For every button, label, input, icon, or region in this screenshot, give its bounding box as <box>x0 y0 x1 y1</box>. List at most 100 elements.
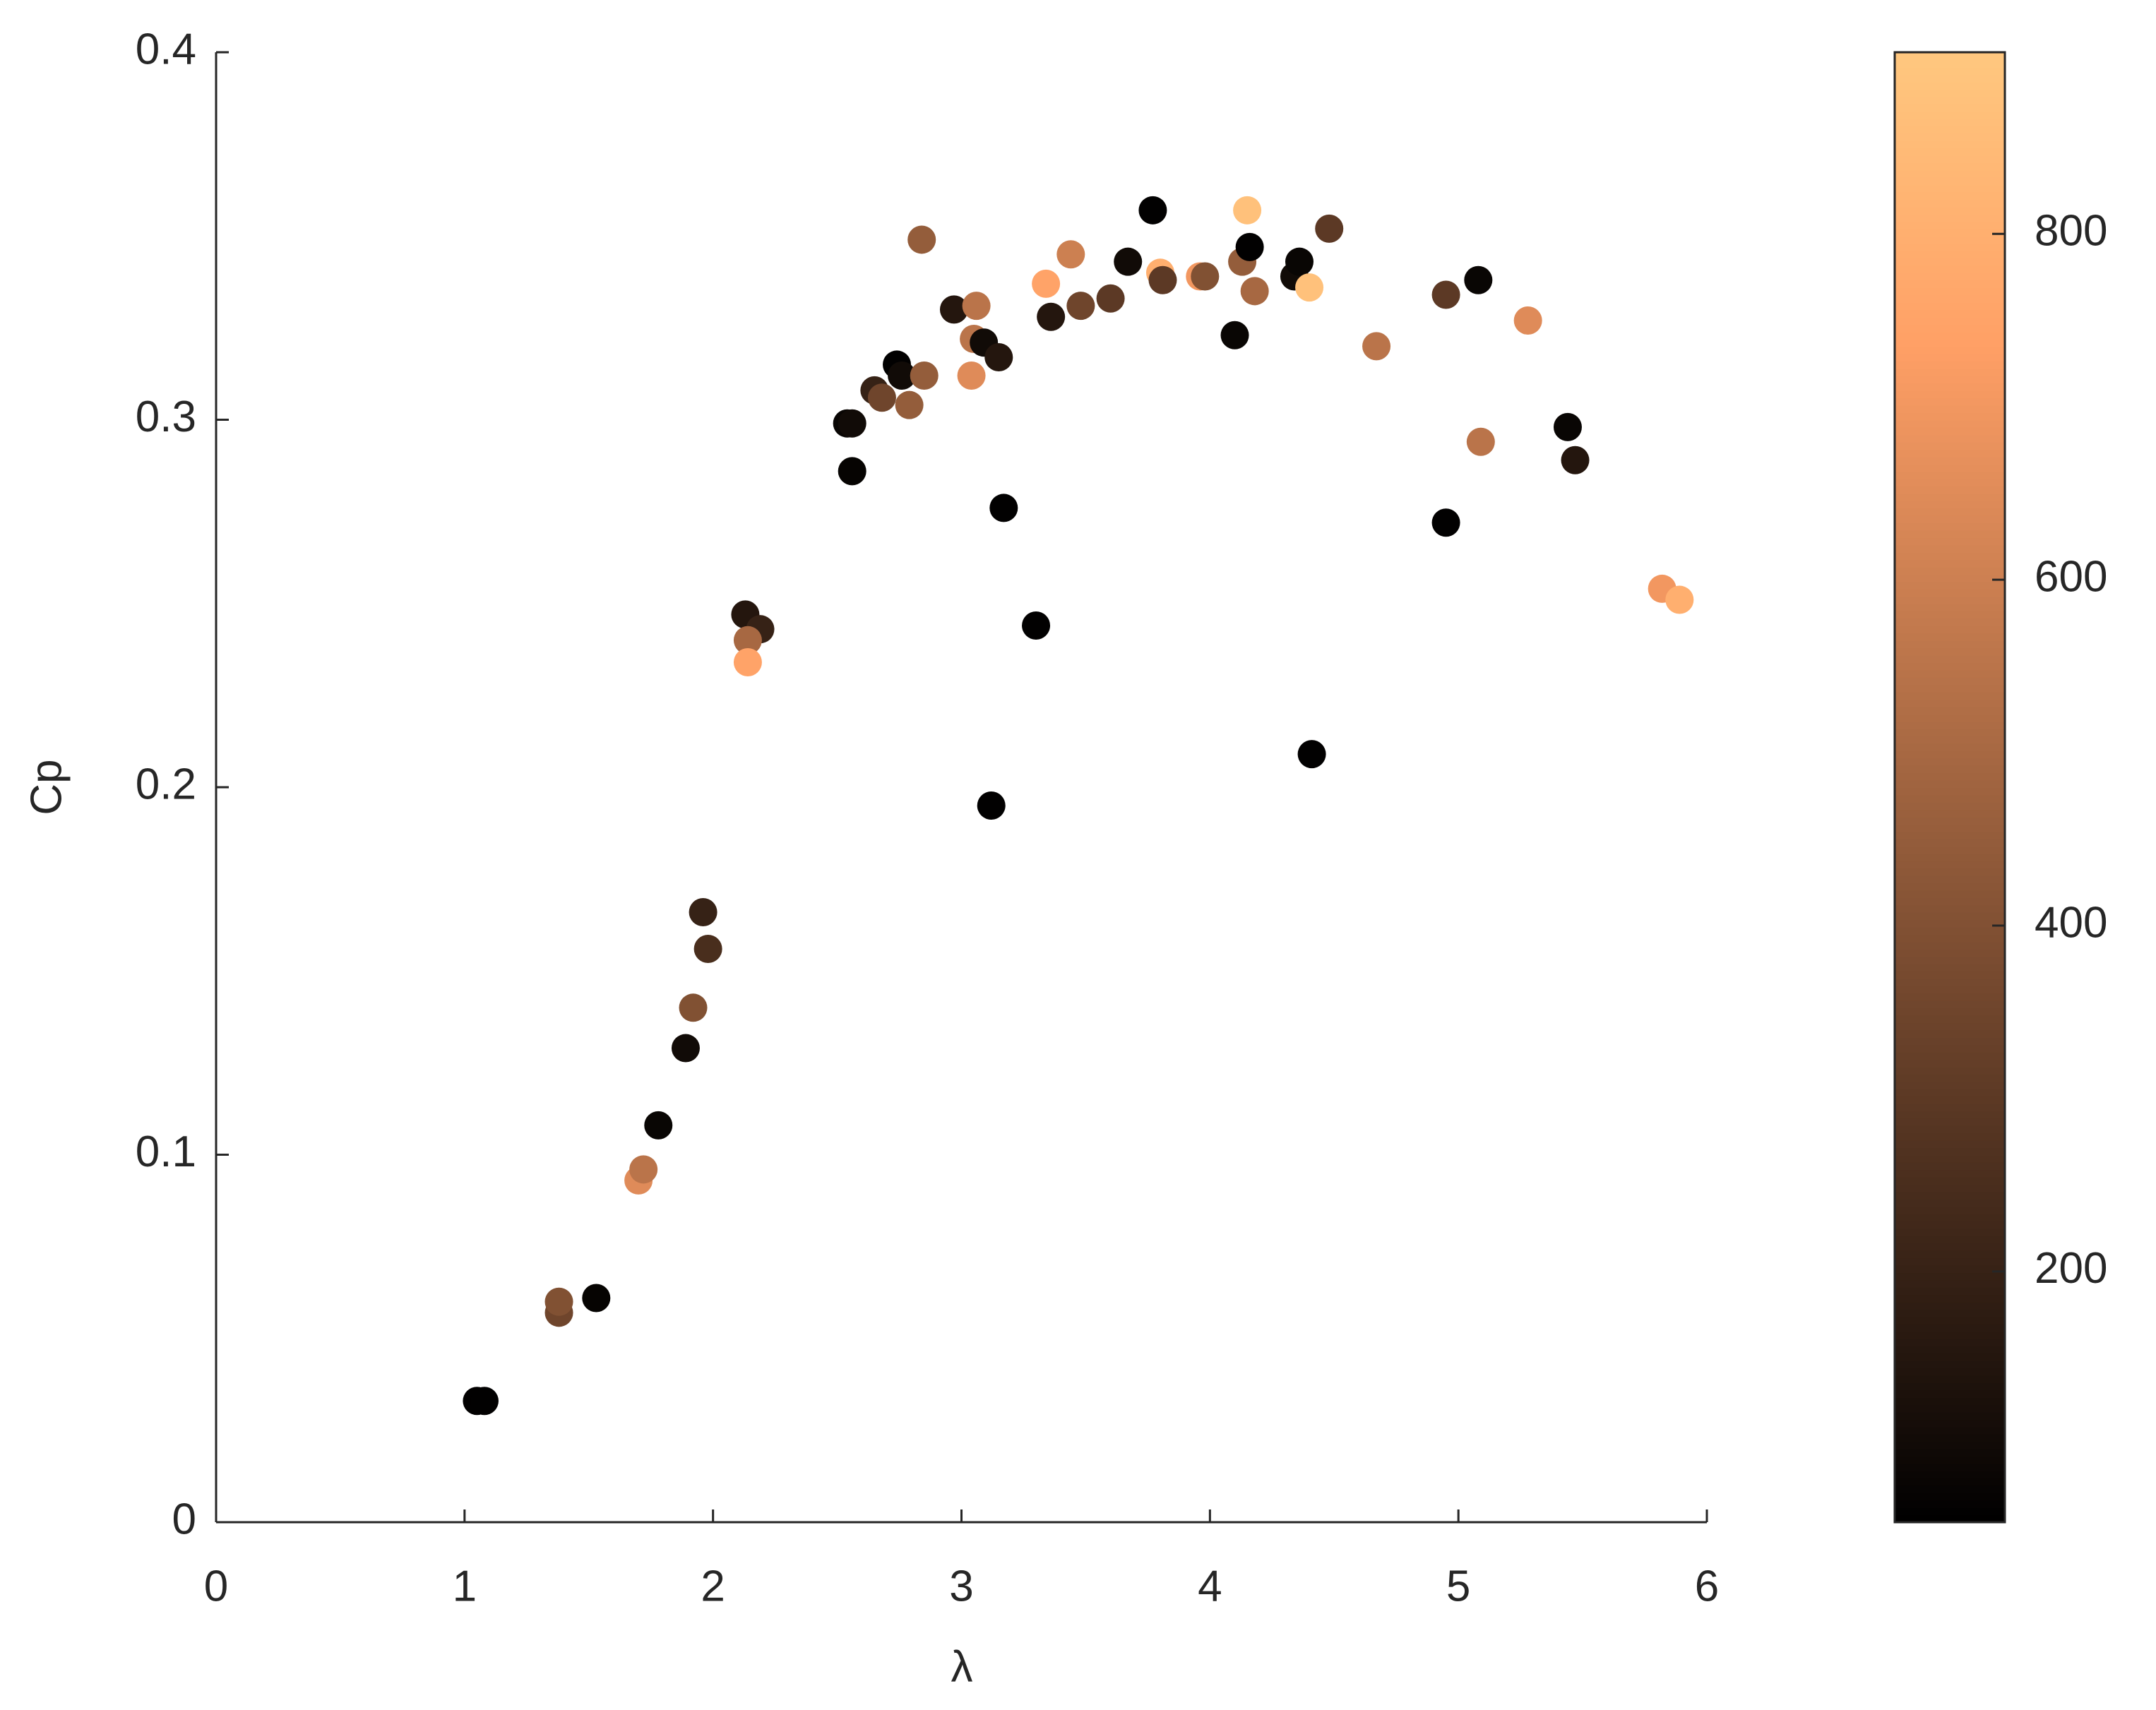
colorbar-segment <box>1895 294 2005 303</box>
point <box>544 1287 573 1316</box>
colorbar-segment <box>1895 1132 2005 1141</box>
colorbar-segment <box>1895 1118 2005 1126</box>
colorbar-segment <box>1895 640 2005 649</box>
colorbar-segment <box>1895 206 2005 215</box>
colorbar-segment <box>1895 551 2005 561</box>
point <box>1464 265 1493 294</box>
colorbar-segment <box>1895 1323 2005 1332</box>
colorbar-segment <box>1895 1360 2005 1369</box>
colorbar-segment <box>1895 1111 2005 1119</box>
colorbar-segment <box>1895 1279 2005 1288</box>
colorbar-segment <box>1895 169 2005 178</box>
colorbar-segment <box>1895 338 2005 347</box>
colorbar-segment <box>1895 956 2005 964</box>
colorbar-segment <box>1895 1103 2005 1112</box>
colorbar-segment <box>1895 1022 2005 1031</box>
colorbar-segment <box>1895 559 2005 568</box>
colorbar-segment <box>1895 162 2005 171</box>
point <box>977 791 1006 820</box>
colorbar-segment <box>1895 986 2005 994</box>
colorbar-tick-label: 600 <box>2035 552 2107 601</box>
colorbar-segment <box>1895 978 2005 987</box>
colorbar-segment <box>1895 861 2005 869</box>
colorbar-segment <box>1895 1411 2005 1421</box>
colorbar-segment <box>1895 1044 2005 1053</box>
x-tick-label: 6 <box>1695 1562 1719 1610</box>
colorbar-segment <box>1895 713 2005 722</box>
colorbar-segment <box>1895 1000 2005 1009</box>
colorbar-segment <box>1895 691 2005 700</box>
colorbar-segment <box>1895 883 2005 891</box>
colorbar-segment <box>1895 191 2005 201</box>
colorbar-segment <box>1895 1036 2005 1046</box>
colorbar-segment <box>1895 368 2005 377</box>
colorbar-tick-label: 400 <box>2035 898 2107 947</box>
colorbar-segment <box>1895 501 2005 509</box>
colorbar-segment <box>1895 588 2005 597</box>
colorbar-segment <box>1895 1397 2005 1406</box>
colorbar-segment <box>1895 1382 2005 1391</box>
point <box>1665 585 1694 614</box>
colorbar-segment <box>1895 1257 2005 1266</box>
colorbar-segment <box>1895 331 2005 340</box>
colorbar-segment <box>1895 1338 2005 1347</box>
colorbar-segment <box>1895 537 2005 546</box>
x-tick-label: 2 <box>701 1562 725 1610</box>
colorbar-segment <box>1895 662 2005 671</box>
colorbar-segment <box>1895 324 2005 333</box>
colorbar-segment <box>1895 654 2005 664</box>
colorbar-segment <box>1895 618 2005 626</box>
colorbar-segment <box>1895 647 2005 656</box>
colorbar-segment <box>1895 243 2005 252</box>
point <box>1066 292 1095 321</box>
colorbar-segment <box>1895 66 2005 76</box>
colorbar-segment <box>1895 405 2005 414</box>
colorbar-segment <box>1895 875 2005 884</box>
point <box>470 1387 499 1416</box>
point <box>1032 269 1061 298</box>
colorbar-segment <box>1895 1404 2005 1413</box>
point <box>679 993 708 1022</box>
point <box>1431 508 1460 537</box>
point <box>1220 321 1249 349</box>
y-axis-label: Cp <box>22 759 71 815</box>
colorbar-segment <box>1895 81 2005 90</box>
colorbar-segment <box>1895 456 2005 465</box>
colorbar-segment <box>1895 1375 2005 1384</box>
colorbar-segment <box>1895 522 2005 531</box>
colorbar-segment <box>1895 868 2005 876</box>
colorbar-segment <box>1895 1316 2005 1325</box>
colorbar-segment <box>1895 1081 2005 1089</box>
colorbar-segment <box>1895 426 2005 436</box>
colorbar-segment <box>1895 993 2005 1001</box>
y-tick-label: 0.1 <box>136 1128 196 1176</box>
colorbar-segment <box>1895 1051 2005 1060</box>
y-tick-label: 0.3 <box>136 393 196 441</box>
colorbar-segment <box>1895 118 2005 127</box>
colorbar-segment <box>1895 434 2005 443</box>
colorbar-segment <box>1895 1221 2005 1229</box>
colorbar-segment <box>1895 963 2005 972</box>
point <box>1466 427 1495 456</box>
point <box>1235 232 1264 261</box>
x-tick-label: 5 <box>1446 1562 1470 1610</box>
colorbar-segment <box>1895 611 2005 619</box>
colorbar-segment <box>1895 1456 2005 1464</box>
colorbar-segment <box>1895 801 2005 811</box>
colorbar-segment <box>1895 1140 2005 1149</box>
colorbar-segment <box>1895 1176 2005 1185</box>
x-tick-label: 0 <box>204 1562 228 1610</box>
colorbar-segment <box>1895 199 2005 208</box>
colorbar-segment <box>1895 346 2005 354</box>
colorbar-segment <box>1895 265 2005 274</box>
colorbar-segment <box>1895 508 2005 516</box>
colorbar-segment <box>1895 493 2005 502</box>
colorbar-segment <box>1895 926 2005 935</box>
point <box>1096 284 1125 313</box>
colorbar-segment <box>1895 779 2005 788</box>
colorbar-segment <box>1895 1059 2005 1068</box>
colorbar-segment <box>1895 809 2005 818</box>
point <box>733 648 762 677</box>
colorbar-segment <box>1895 971 2005 979</box>
point <box>957 361 986 390</box>
